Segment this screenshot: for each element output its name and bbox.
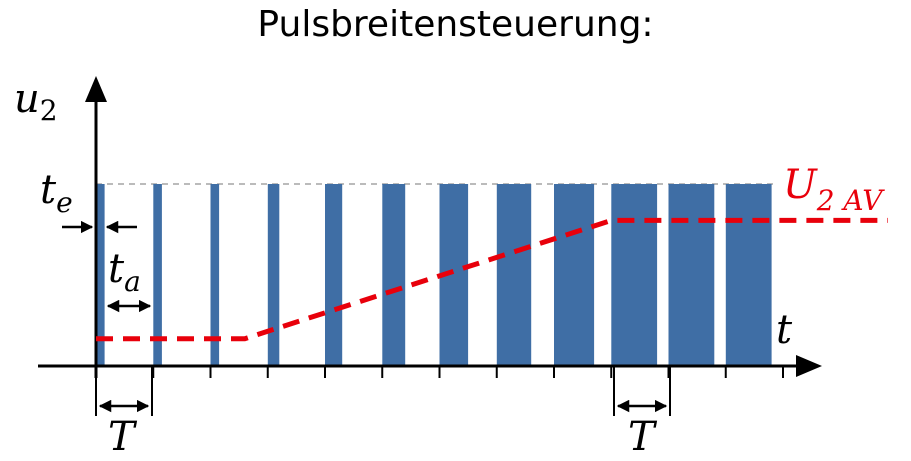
pulse-9 bbox=[554, 184, 595, 366]
period-right-label: T bbox=[628, 414, 658, 460]
pulse-6 bbox=[382, 184, 406, 366]
period-ticks bbox=[152, 366, 784, 378]
pulse-10 bbox=[611, 184, 658, 366]
y-axis-label: u2 bbox=[14, 76, 58, 127]
period-left-label: T bbox=[108, 414, 138, 460]
t-on-label: te bbox=[40, 167, 73, 219]
pulse-8 bbox=[496, 184, 532, 366]
x-axis-arrowhead bbox=[796, 355, 822, 377]
x-axis-label: t bbox=[776, 307, 793, 353]
average-voltage-label: U2 AV bbox=[783, 162, 885, 217]
y-axis-arrowhead bbox=[85, 76, 107, 102]
pulse-2 bbox=[153, 184, 162, 366]
pulse-12 bbox=[725, 184, 772, 366]
pulse-1 bbox=[96, 184, 105, 366]
pulse-4 bbox=[267, 184, 280, 366]
pulse-train bbox=[96, 184, 772, 366]
pulse-3 bbox=[210, 184, 220, 366]
diagram-title: Pulsbreitensteuerung: bbox=[257, 4, 654, 45]
t-off-label: ta bbox=[108, 246, 141, 298]
pulse-11 bbox=[668, 184, 715, 366]
pulse-5 bbox=[325, 184, 343, 366]
